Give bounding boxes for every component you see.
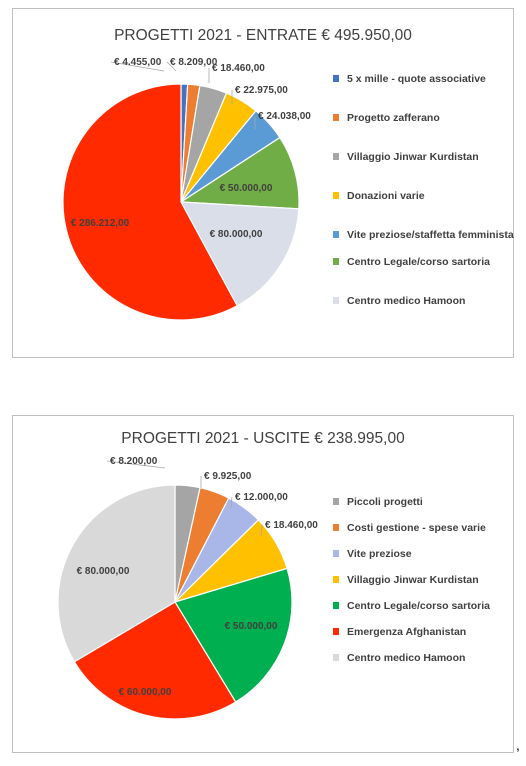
legend-swatch bbox=[333, 231, 339, 238]
slice-data-label: € 9.925,00 bbox=[204, 471, 252, 482]
slice-data-label: € 50.000,00 bbox=[225, 621, 278, 632]
legend-item: 5 x mille - quote associative bbox=[333, 73, 517, 85]
slice-data-label: € 12.000,00 bbox=[235, 492, 288, 503]
legend-swatch bbox=[333, 153, 339, 160]
legend-item: Centro Legale/corso sartoria bbox=[333, 600, 517, 612]
expenses-chart-panel: PROGETTI 2021 - USCITE € 238.995,00 € 8.… bbox=[12, 415, 514, 753]
pie-slice bbox=[62, 83, 238, 321]
legend-swatch bbox=[333, 576, 339, 583]
legend-swatch bbox=[333, 550, 339, 557]
legend-swatch bbox=[333, 498, 339, 505]
legend-label: Villaggio Jinwar Kurdistan bbox=[347, 151, 479, 163]
legend-swatch bbox=[333, 628, 339, 635]
leader-line bbox=[110, 61, 165, 72]
slice-data-label: € 22.975,00 bbox=[235, 85, 288, 96]
chart-title: PROGETTI 2021 - ENTRATE € 495.950,00 bbox=[114, 27, 412, 44]
income-chart-panel: PROGETTI 2021 - ENTRATE € 495.950,00 € 4… bbox=[12, 8, 514, 358]
legend-swatch bbox=[333, 192, 339, 199]
chart-legend: Piccoli progetti Costi gestione - spese … bbox=[333, 496, 517, 678]
slice-data-label: € 80.000,00 bbox=[77, 566, 130, 577]
slice-data-label: € 286.212,00 bbox=[71, 218, 130, 229]
legend-label: Vite preziose/staffetta femminista bbox=[347, 229, 514, 241]
leader-line bbox=[106, 460, 166, 469]
slice-data-label: € 50.000,00 bbox=[220, 183, 273, 194]
legend-item: Centro medico Hamoon bbox=[333, 652, 517, 664]
legend-item: Centro Legale/corso sartoria bbox=[333, 256, 517, 268]
legend-swatch bbox=[333, 524, 339, 531]
chart-title: PROGETTI 2021 - USCITE € 238.995,00 bbox=[121, 430, 405, 447]
slice-data-label: € 18.460,00 bbox=[212, 63, 265, 74]
legend-label: Centro medico Hamoon bbox=[347, 652, 466, 664]
leader-line bbox=[260, 524, 263, 537]
legend-label: Costi gestione - spese varie bbox=[347, 522, 486, 534]
legend-item: Progetto zafferano bbox=[333, 112, 517, 124]
slice-data-label: € 80.000,00 bbox=[210, 229, 263, 240]
trailing-comma: , bbox=[516, 737, 520, 753]
legend-swatch bbox=[333, 75, 339, 82]
legend-item: Villaggio Jinwar Kurdistan bbox=[333, 151, 517, 163]
slice-data-label: € 24.038,00 bbox=[258, 111, 311, 122]
pie-slice bbox=[73, 601, 237, 720]
legend-label: 5 x mille - quote associative bbox=[347, 73, 486, 85]
legend-label: Progetto zafferano bbox=[347, 112, 440, 124]
legend-item: Piccoli progetti bbox=[333, 496, 517, 508]
slice-data-label: € 60.000,00 bbox=[119, 687, 172, 698]
legend-swatch bbox=[333, 602, 339, 609]
legend-item: Centro medico Hamoon bbox=[333, 295, 517, 307]
legend-item: Costi gestione - spese varie bbox=[333, 522, 517, 534]
income-pie-chart: € 4.455,00 € 8.209,00€ 18.460,00 € 22.975,… bbox=[62, 57, 311, 321]
legend-label: Villaggio Jinwar Kurdistan bbox=[347, 574, 479, 586]
legend-label: Centro Legale/corso sartoria bbox=[347, 256, 490, 268]
legend-item: Donazioni varie bbox=[333, 190, 517, 202]
legend-item: Villaggio Jinwar Kurdistan bbox=[333, 574, 517, 586]
pie-slice bbox=[179, 136, 300, 210]
legend-item: Emergenza Afghanistan bbox=[333, 626, 517, 638]
slice-data-label: € 4.455,00 bbox=[114, 57, 162, 68]
legend-item: Vite preziose bbox=[333, 548, 517, 560]
legend-swatch bbox=[333, 258, 339, 265]
legend-label: Piccoli progetti bbox=[347, 496, 423, 508]
leader-line bbox=[230, 496, 233, 509]
leader-line bbox=[166, 61, 177, 72]
legend-label: Emergenza Afghanistan bbox=[347, 626, 467, 638]
slice-data-label: € 8.200,00 bbox=[110, 456, 158, 467]
legend-swatch bbox=[333, 114, 339, 121]
expenses-pie-chart: € 8.200,00 € 9.925,00 € 12.000,00 € 18.460,… bbox=[57, 456, 318, 720]
legend-item: Vite preziose/staffetta femminista bbox=[333, 229, 517, 241]
pie-slice bbox=[174, 567, 293, 703]
legend-label: Donazioni varie bbox=[347, 190, 425, 202]
chart-legend: 5 x mille - quote associative Progetto z… bbox=[333, 73, 517, 334]
pie-slice bbox=[57, 484, 176, 663]
legend-swatch bbox=[333, 297, 339, 304]
legend-label: Vite preziose bbox=[347, 548, 412, 560]
legend-label: Centro medico Hamoon bbox=[347, 295, 466, 307]
slice-data-label: € 18.460,00 bbox=[265, 520, 318, 531]
pie-slice bbox=[179, 201, 300, 307]
legend-label: Centro Legale/corso sartoria bbox=[347, 600, 490, 612]
slice-data-label: € 8.209,00 bbox=[170, 57, 218, 68]
legend-swatch bbox=[333, 654, 339, 661]
